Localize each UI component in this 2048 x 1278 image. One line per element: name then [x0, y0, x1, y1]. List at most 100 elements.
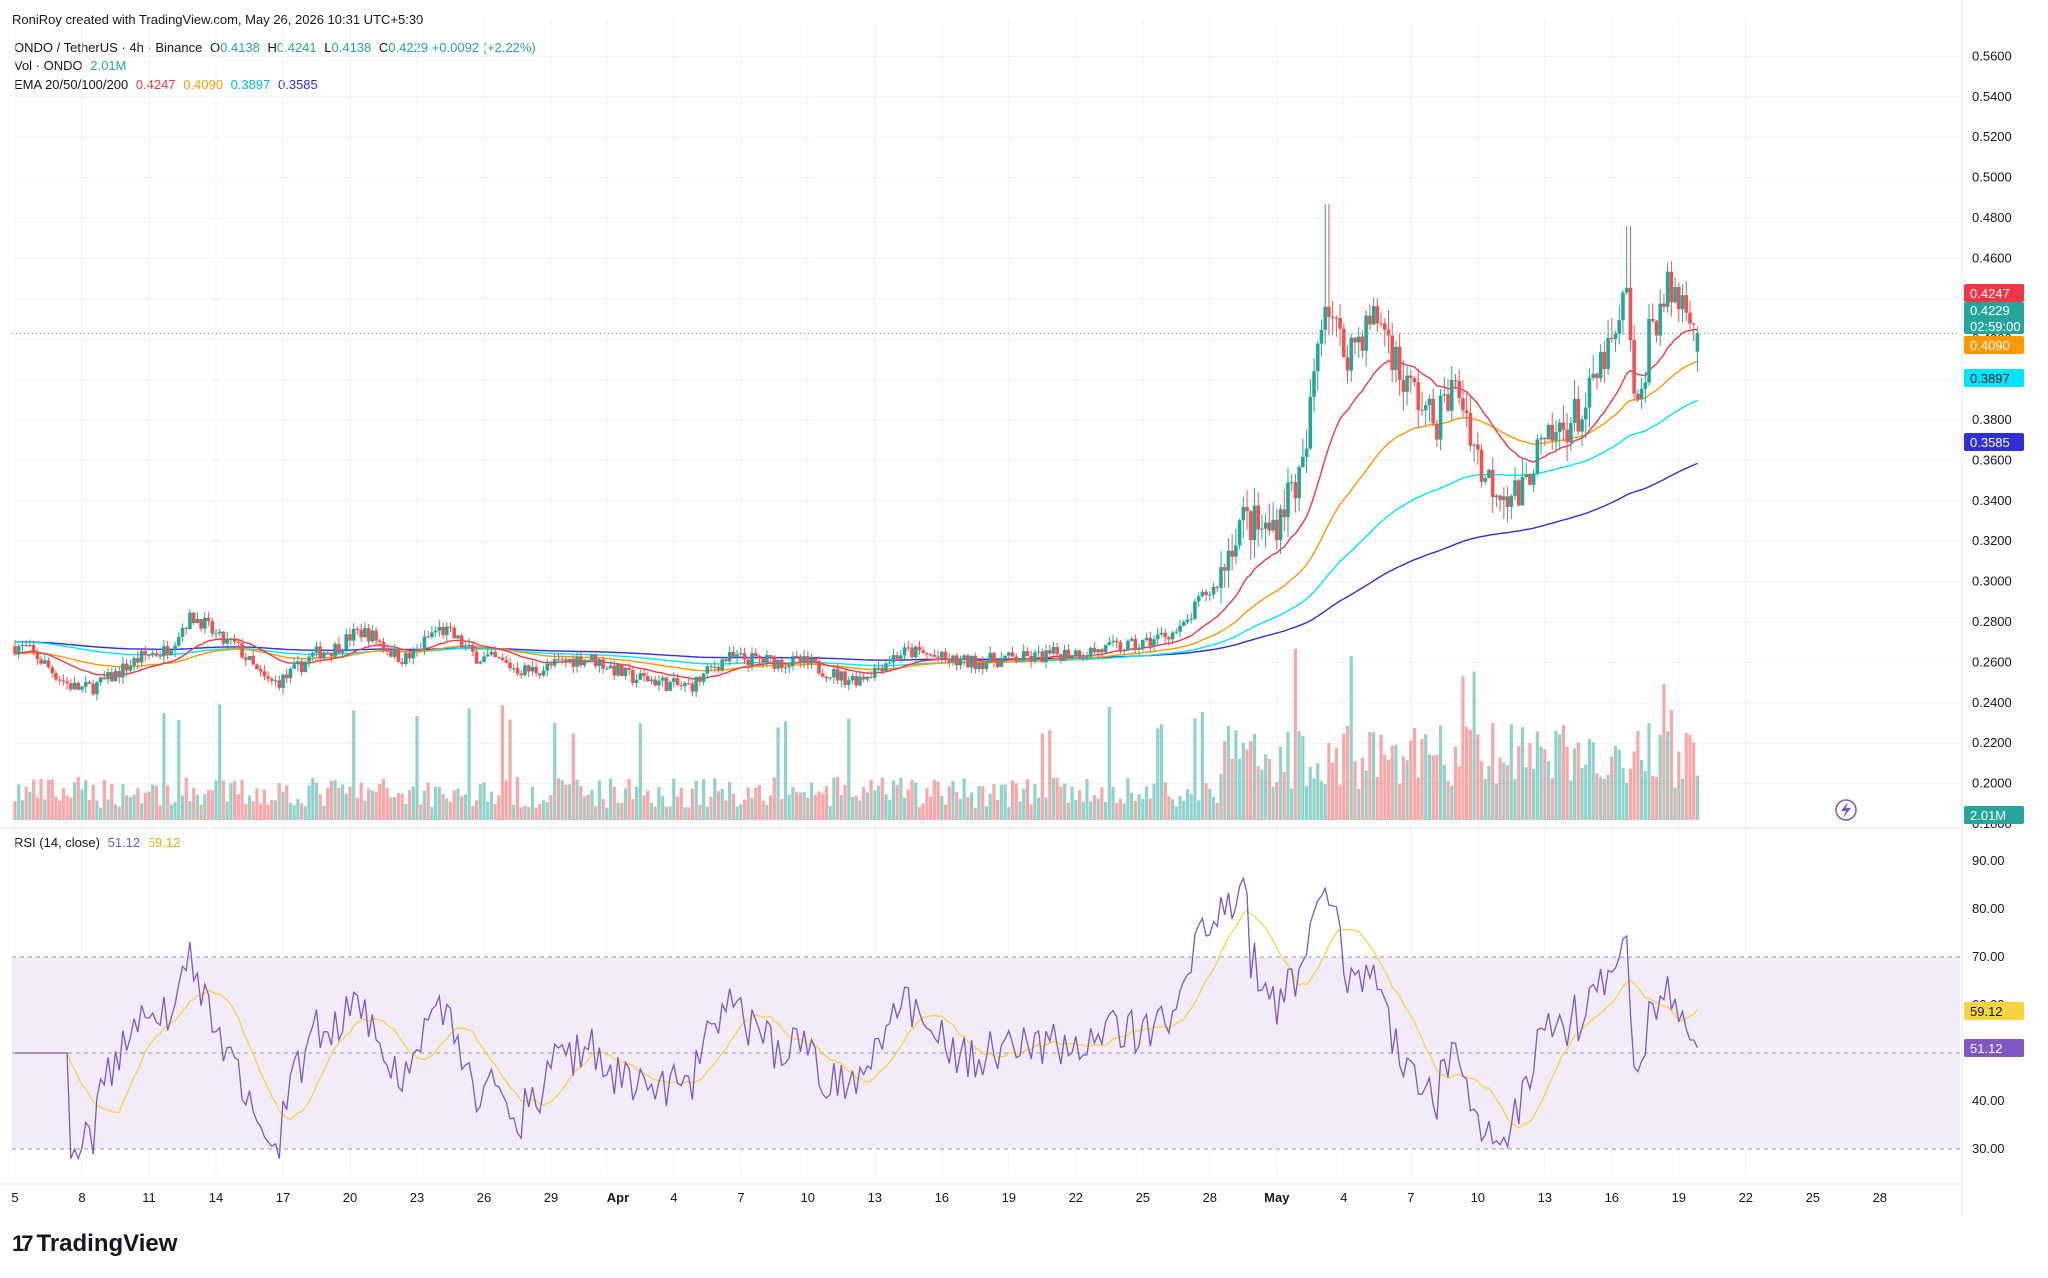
rsi-ma-tag: 59.12 [1964, 1002, 2024, 1020]
volume-bar [1342, 733, 1346, 820]
candle-body [601, 659, 605, 669]
candle-body [1148, 637, 1153, 647]
candle-body [605, 668, 609, 670]
price-tick-label: 0.3800 [1972, 412, 2012, 427]
volume-bar [884, 794, 888, 820]
candle-body [530, 666, 535, 672]
volume-bar [1301, 736, 1305, 820]
candle-body [54, 673, 58, 680]
ema100-price-tag: 0.3897 [1964, 369, 2024, 387]
candle-body [806, 656, 810, 664]
candle-body [255, 664, 259, 670]
volume-bar [486, 802, 490, 820]
candle-body [281, 674, 285, 688]
candle-body [20, 644, 25, 647]
volume-bar [623, 788, 628, 820]
candle-body [80, 686, 84, 690]
candle-body [1252, 505, 1257, 541]
candle-body [1204, 591, 1208, 596]
rsi-tick-label: 30.00 [1972, 1141, 2005, 1156]
volume-bar [1651, 775, 1655, 820]
candle-body [199, 619, 203, 629]
candle-body [485, 654, 490, 657]
volume-bar [58, 800, 62, 820]
candle-body [1379, 323, 1383, 325]
candle-body [1438, 395, 1443, 440]
candle-body [709, 666, 713, 668]
volume-bar [631, 799, 635, 820]
volume-bar [1435, 754, 1439, 820]
volume-bar [39, 778, 43, 820]
candle-body [1524, 473, 1528, 478]
volume-bar [1643, 771, 1647, 820]
volume-bar [791, 786, 795, 820]
volume-bar [1558, 734, 1562, 820]
candles[interactable] [12, 203, 1960, 701]
candle-body [608, 665, 613, 669]
volume-bar [456, 788, 460, 820]
tradingview-logo[interactable]: 17 TradingView [12, 1230, 177, 1258]
candle-body [564, 659, 568, 662]
candle-body [984, 662, 989, 669]
volume-bar [1249, 741, 1253, 820]
candle-body [1468, 412, 1473, 446]
candle-body [917, 646, 922, 651]
candle-body [1159, 632, 1164, 635]
ema50-line [14, 360, 1698, 672]
lightning-icon[interactable] [1835, 799, 1857, 821]
candle-body [1178, 625, 1182, 632]
volume-bar [921, 803, 925, 820]
ema100-price-tag-bg [1964, 369, 2024, 387]
rsi-pane[interactable] [0, 827, 1960, 1161]
volume-bar [121, 784, 125, 820]
volume-bar [296, 799, 300, 820]
volume-bar [929, 796, 933, 820]
candle-body [783, 667, 788, 669]
candle-body [277, 680, 282, 688]
candle-body [392, 648, 397, 657]
volume-bar [776, 727, 780, 820]
volume-bar [1513, 778, 1517, 820]
volume-bar [441, 794, 445, 820]
volume-bar [1386, 759, 1391, 820]
volume-bar [620, 802, 624, 820]
volume-bar [1215, 803, 1219, 820]
candle-body [441, 626, 445, 635]
ema20-price-tag: 0.4247 [1964, 284, 2024, 302]
candle-body [869, 676, 873, 678]
volume-bar [1334, 747, 1338, 820]
volume-bar [835, 777, 840, 820]
candle-body [1334, 317, 1339, 319]
candle-body [1256, 505, 1261, 530]
candle-body [1189, 618, 1194, 620]
candle-body [1081, 656, 1086, 659]
candle-body [541, 670, 546, 676]
candle-body [765, 655, 769, 663]
volume-bar [1610, 756, 1614, 820]
volume-bar [1077, 790, 1082, 820]
candle-body [31, 645, 36, 652]
volume-bar [1453, 746, 1458, 820]
volume-bar [1040, 733, 1044, 820]
volume-bar [110, 784, 114, 820]
candle-body [1114, 640, 1119, 643]
candle-body [16, 646, 21, 654]
volume-bar [1219, 774, 1223, 820]
volume-bar [664, 806, 668, 820]
volume-bar [1353, 761, 1357, 820]
candle-body [1494, 495, 1499, 498]
candle-body [895, 655, 899, 659]
candle-body [471, 644, 475, 652]
volume-bar [735, 806, 739, 820]
time-tick-label: 22 [1739, 1190, 1753, 1205]
volume-bar [1357, 788, 1361, 820]
volume-bar [541, 800, 546, 820]
volume-bar [1260, 769, 1264, 820]
volume-bar [1669, 710, 1673, 820]
volume-bar [582, 796, 587, 820]
candle-body [69, 683, 73, 690]
candle-body [463, 645, 468, 648]
volume-bar [1401, 756, 1405, 820]
time-tick-label: 16 [935, 1190, 949, 1205]
